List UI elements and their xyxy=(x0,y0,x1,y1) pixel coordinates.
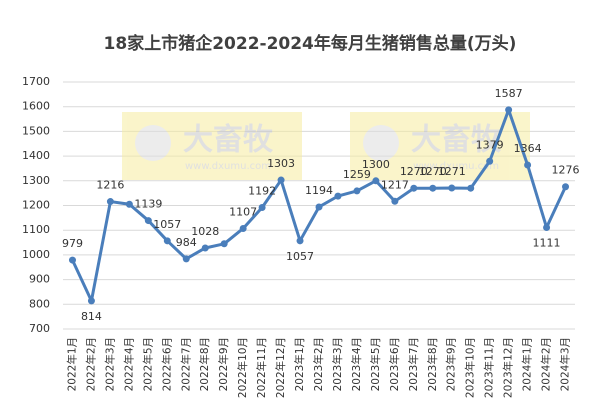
x-tick-label: 2023年7月 xyxy=(407,337,420,391)
x-tick-label: 2023年2月 xyxy=(312,337,325,391)
x-tick-label: 2024年3月 xyxy=(559,337,572,391)
data-label: 1587 xyxy=(495,87,523,100)
data-point xyxy=(505,106,513,114)
data-point xyxy=(543,223,551,231)
y-tick-label: 900 xyxy=(29,273,50,286)
x-tick-label: 2023年5月 xyxy=(369,337,382,391)
data-label: 1139 xyxy=(134,198,162,211)
watermark-logo xyxy=(135,125,171,161)
x-tick-label: 2022年11月 xyxy=(255,337,268,398)
data-label: 1270 xyxy=(400,165,428,178)
x-tick-label: 2022年7月 xyxy=(179,337,192,391)
chart-title: 18家上市猪企2022-2024年每月生猪销售总量(万头) xyxy=(104,33,517,54)
data-point xyxy=(315,203,323,211)
x-tick-label: 2023年1月 xyxy=(293,337,306,391)
data-point xyxy=(486,157,494,165)
y-tick-label: 800 xyxy=(29,297,50,310)
data-point xyxy=(562,183,570,191)
watermark-url: www.dxumu.com xyxy=(185,161,271,172)
x-tick-label: 2022年10月 xyxy=(236,337,249,398)
data-label: 1216 xyxy=(96,179,124,192)
x-tick-label: 2023年4月 xyxy=(350,337,363,391)
watermark-logo xyxy=(363,125,399,161)
data-point xyxy=(220,240,228,248)
x-tick-label: 2022年9月 xyxy=(217,337,230,391)
data-point xyxy=(144,217,152,225)
y-tick-label: 1400 xyxy=(22,149,50,162)
x-tick-label: 2022年5月 xyxy=(141,337,154,391)
y-tick-label: 1300 xyxy=(22,174,50,187)
data-label: 1111 xyxy=(533,236,561,249)
x-tick-label: 2023年11月 xyxy=(483,337,496,398)
data-point xyxy=(68,256,76,264)
y-tick-label: 1600 xyxy=(22,100,50,113)
data-label: 1192 xyxy=(248,184,276,197)
x-tick-label: 2024年2月 xyxy=(540,337,553,391)
x-tick-label: 2023年12月 xyxy=(502,337,515,398)
data-point xyxy=(372,177,380,185)
data-label: 1271 xyxy=(438,165,466,178)
x-tick-label: 2022年4月 xyxy=(122,337,135,391)
data-label: 1276 xyxy=(552,164,580,177)
data-point xyxy=(277,176,285,184)
data-point xyxy=(334,192,342,200)
watermark-text: 大畜牧 xyxy=(183,123,274,158)
y-tick-label: 1500 xyxy=(22,124,50,137)
x-tick-label: 2023年10月 xyxy=(464,337,477,398)
data-label: 1217 xyxy=(381,178,409,191)
data-label: 1270 xyxy=(419,165,447,178)
data-point xyxy=(353,187,361,195)
data-point xyxy=(524,161,532,169)
data-point xyxy=(429,184,437,192)
x-tick-label: 2022年1月 xyxy=(65,337,78,391)
data-point xyxy=(106,198,114,206)
data-point xyxy=(182,255,190,263)
x-tick-label: 2022年12月 xyxy=(274,337,287,398)
data-point xyxy=(410,184,418,192)
data-point xyxy=(296,237,304,245)
data-label: 1057 xyxy=(153,218,181,231)
data-point xyxy=(239,224,247,232)
data-label: 1259 xyxy=(343,168,371,181)
y-tick-label: 1200 xyxy=(22,199,50,212)
data-point xyxy=(258,203,266,211)
data-label: 814 xyxy=(81,310,102,323)
data-label: 1300 xyxy=(362,158,390,171)
y-tick-label: 1000 xyxy=(22,248,50,261)
x-tick-label: 2022年6月 xyxy=(160,337,173,391)
data-point xyxy=(448,184,456,192)
data-point xyxy=(201,244,209,252)
data-label: 1057 xyxy=(286,250,314,263)
data-point xyxy=(467,184,475,192)
y-tick-label: 1700 xyxy=(22,75,50,88)
x-tick-label: 2023年3月 xyxy=(331,337,344,391)
data-label: 979 xyxy=(62,237,83,250)
data-point xyxy=(125,200,133,208)
data-point xyxy=(391,197,399,205)
x-tick-label: 2023年6月 xyxy=(388,337,401,391)
data-label: 1379 xyxy=(476,138,504,151)
data-label: 1028 xyxy=(191,225,219,238)
x-tick-label: 2022年2月 xyxy=(84,337,97,391)
x-tick-label: 2023年8月 xyxy=(426,337,439,391)
data-label: 1194 xyxy=(305,184,333,197)
x-tick-label: 2022年8月 xyxy=(198,337,211,391)
data-label: 1303 xyxy=(267,157,295,170)
data-label: 1107 xyxy=(229,205,257,218)
x-tick-label: 2022年3月 xyxy=(103,337,116,391)
x-tick-label: 2023年9月 xyxy=(445,337,458,391)
data-label: 984 xyxy=(176,236,197,249)
watermark-url: www.dxumu.com xyxy=(413,161,499,172)
data-label: 1364 xyxy=(514,142,542,155)
watermark: 大畜牧 大畜牧 www.dxumu.com www.dxumu.com xyxy=(122,112,530,180)
y-tick-label: 700 xyxy=(29,322,50,335)
x-tick-label: 2024年1月 xyxy=(521,337,534,391)
y-tick-label: 1100 xyxy=(22,223,50,236)
data-point xyxy=(163,237,171,245)
watermark-text: 大畜牧 xyxy=(411,123,502,158)
data-point xyxy=(87,297,95,305)
